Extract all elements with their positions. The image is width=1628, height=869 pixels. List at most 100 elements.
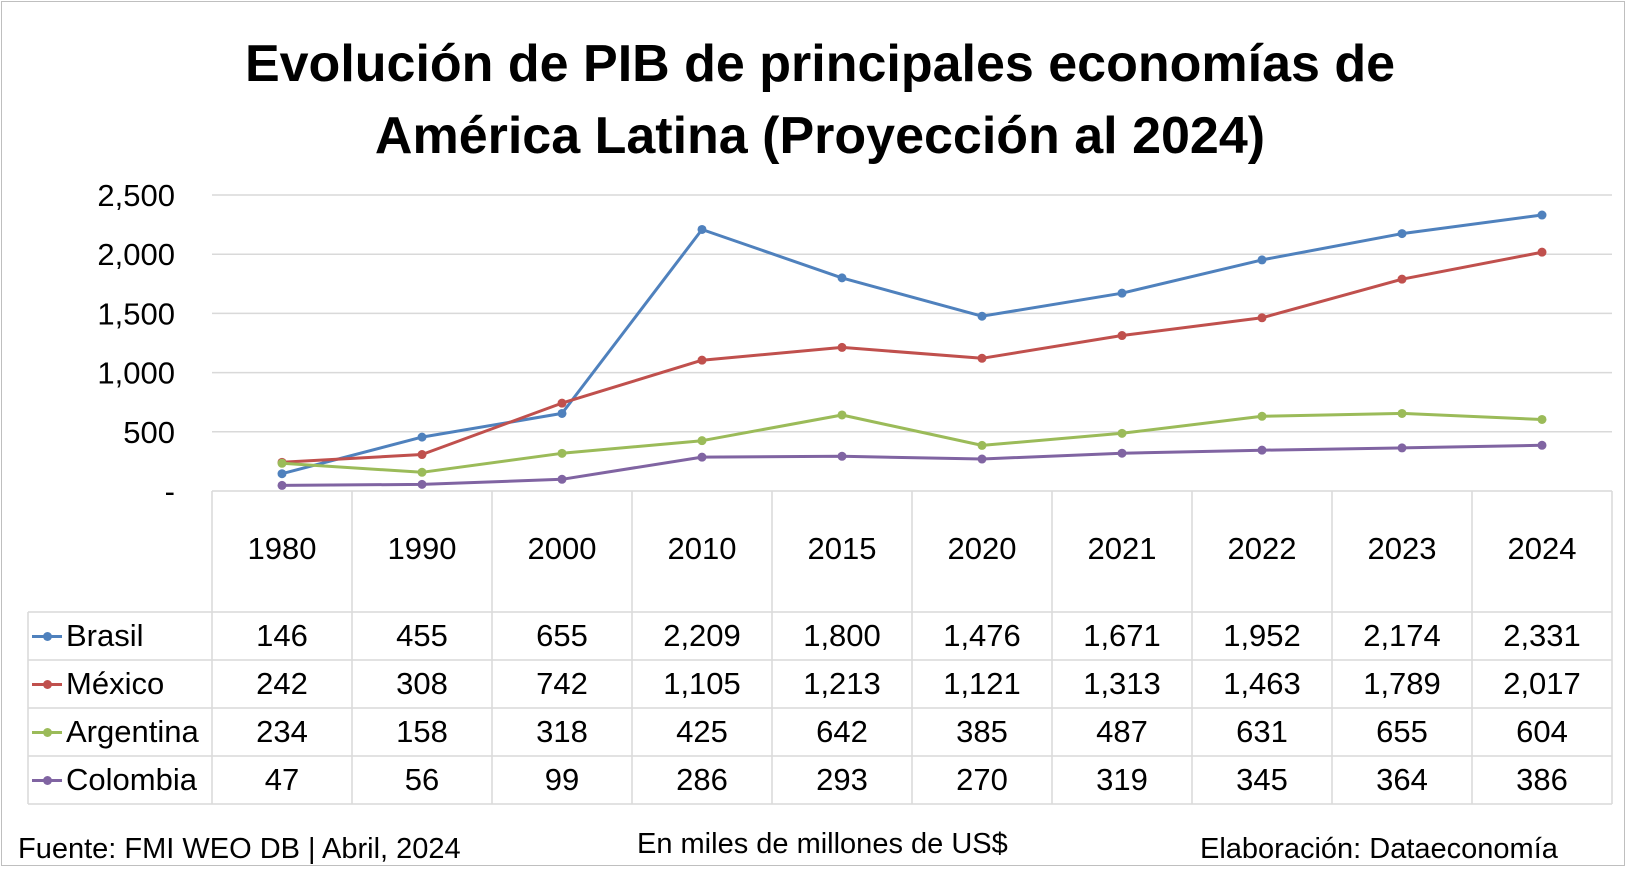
- x-tick-label: 2023: [1367, 531, 1437, 566]
- data-point-colombia: [1257, 445, 1267, 455]
- data-label: 1,463: [1223, 666, 1301, 701]
- series-line-argentina: [281, 411, 1543, 474]
- data-label: 270: [956, 762, 1008, 797]
- data-label: 242: [256, 666, 308, 701]
- data-label: 2,331: [1503, 618, 1581, 653]
- data-point-mexico: [837, 342, 847, 352]
- x-tick-label: 2021: [1087, 531, 1157, 566]
- data-point-brasil: [557, 408, 567, 418]
- data-point-colombia: [977, 454, 987, 464]
- series-line-mexico: [281, 250, 1543, 464]
- data-point-brasil: [1257, 255, 1267, 265]
- data-point-mexico: [1257, 313, 1267, 323]
- data-point-colombia: [417, 479, 427, 489]
- data-label: 655: [536, 618, 588, 653]
- footer-credit: Elaboración: Dataeconomía: [1200, 833, 1558, 865]
- legend-key: [32, 773, 62, 787]
- legend-entry: Brasil: [32, 617, 144, 655]
- x-tick-label: 2015: [807, 531, 877, 566]
- data-point-mexico: [417, 450, 427, 460]
- data-point-brasil: [1397, 229, 1407, 239]
- chart-title-line-1: Evolución de PIB de principales economía…: [244, 35, 1396, 93]
- data-label: 455: [396, 618, 448, 653]
- legend-label: México: [66, 666, 165, 701]
- x-tick-label: 2020: [947, 531, 1017, 566]
- data-label: 318: [536, 714, 588, 749]
- data-label: 345: [1236, 762, 1288, 797]
- legend-label: Argentina: [66, 714, 199, 749]
- data-label: 364: [1376, 762, 1428, 797]
- chart-title: Evolución de PIB de principales economía…: [0, 28, 1628, 172]
- legend-key: [32, 677, 62, 691]
- data-point-mexico: [1117, 331, 1127, 341]
- data-label: 2,209: [663, 618, 741, 653]
- y-tick-label: 2,000: [97, 237, 175, 272]
- data-point-brasil: [1537, 210, 1547, 220]
- data-point-colombia: [557, 474, 567, 484]
- x-tick-label: 2024: [1507, 531, 1577, 566]
- data-label: 1,789: [1363, 666, 1441, 701]
- data-point-argentina: [557, 448, 567, 458]
- data-point-argentina: [977, 440, 987, 450]
- data-point-argentina: [1537, 414, 1547, 424]
- legend-entry: Argentina: [32, 713, 199, 751]
- x-tick-label: 2022: [1227, 531, 1297, 566]
- data-point-mexico: [1397, 274, 1407, 284]
- data-label: 234: [256, 714, 308, 749]
- data-label: 1,952: [1223, 618, 1301, 653]
- data-label: 742: [536, 666, 588, 701]
- data-label: 1,313: [1083, 666, 1161, 701]
- data-point-argentina: [697, 436, 707, 446]
- data-point-brasil: [977, 311, 987, 321]
- data-label: 158: [396, 714, 448, 749]
- footer-source: Fuente: FMI WEO DB | Abril, 2024: [18, 833, 461, 865]
- data-label: 655: [1376, 714, 1428, 749]
- y-tick-label: 1,000: [97, 356, 175, 391]
- data-label: 425: [676, 714, 728, 749]
- data-point-brasil: [837, 273, 847, 283]
- x-tick-label: 1990: [387, 531, 457, 566]
- data-point-brasil: [1117, 288, 1127, 298]
- data-label: 308: [396, 666, 448, 701]
- data-point-mexico: [1537, 247, 1547, 257]
- data-label: 47: [264, 762, 300, 797]
- data-point-argentina: [1397, 408, 1407, 418]
- data-point-brasil: [277, 469, 287, 479]
- legend-label: Brasil: [66, 618, 144, 653]
- data-label: 631: [1236, 714, 1288, 749]
- data-point-colombia: [1537, 440, 1547, 450]
- y-tick-label: 500: [123, 415, 175, 450]
- data-label: 56: [404, 762, 440, 797]
- data-label: 99: [544, 762, 580, 797]
- data-point-brasil: [417, 432, 427, 442]
- y-tick-label: 2,500: [97, 178, 175, 213]
- data-point-colombia: [697, 452, 707, 462]
- x-tick-label: 2000: [527, 531, 597, 566]
- data-point-brasil: [697, 224, 707, 234]
- data-label: 385: [956, 714, 1008, 749]
- data-point-colombia: [277, 480, 287, 490]
- data-point-mexico: [697, 355, 707, 365]
- data-label: 1,476: [943, 618, 1021, 653]
- data-label: 604: [1516, 714, 1568, 749]
- data-label: 1,105: [663, 666, 741, 701]
- y-tick-label: -: [165, 474, 175, 509]
- legend-key: [32, 725, 62, 739]
- data-label: 1,213: [803, 666, 881, 701]
- series-line-brasil: [281, 213, 1543, 476]
- data-label: 642: [816, 714, 868, 749]
- legend-label: Colombia: [66, 762, 197, 797]
- data-point-mexico: [977, 353, 987, 363]
- data-label: 319: [1096, 762, 1148, 797]
- legend-key: [32, 629, 62, 643]
- data-label: 286: [676, 762, 728, 797]
- data-point-argentina: [837, 410, 847, 420]
- chart-title-line-2: América Latina (Proyección al 2024): [374, 107, 1266, 165]
- data-point-argentina: [1257, 411, 1267, 421]
- data-point-colombia: [1397, 443, 1407, 453]
- data-point-argentina: [277, 458, 287, 468]
- series-line-colombia: [281, 443, 1543, 487]
- data-label: 293: [816, 762, 868, 797]
